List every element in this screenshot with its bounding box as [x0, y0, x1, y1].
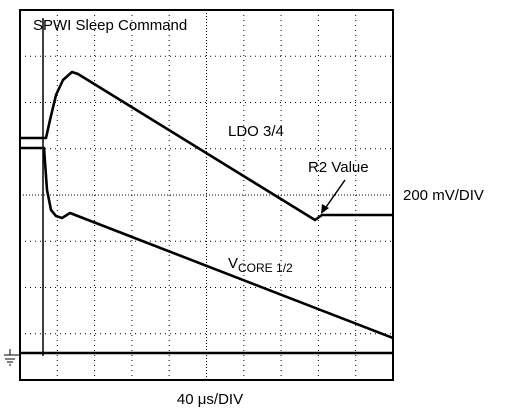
ground-symbol	[4, 349, 20, 366]
command-label: SPWI Sleep Command	[33, 17, 187, 34]
vcore-main: V	[228, 255, 238, 272]
r2-arrowhead	[321, 204, 329, 214]
vcore-trace	[20, 146, 394, 340]
ldo-label: LDO 3/4	[228, 123, 284, 140]
vcore-subscript: CORE 1/2	[238, 261, 293, 275]
scope-frame	[19, 9, 394, 381]
r2-arrow	[323, 179, 346, 211]
time-scale-label: 40 μs/DIV	[177, 391, 243, 408]
grid	[20, 10, 393, 380]
vertical-scale-label: 200 mV/DIV	[403, 187, 484, 204]
r2-label: R2 Value	[308, 159, 369, 176]
ldo-trace	[20, 70, 393, 222]
vcore-label: VCORE 1/2	[228, 255, 293, 275]
